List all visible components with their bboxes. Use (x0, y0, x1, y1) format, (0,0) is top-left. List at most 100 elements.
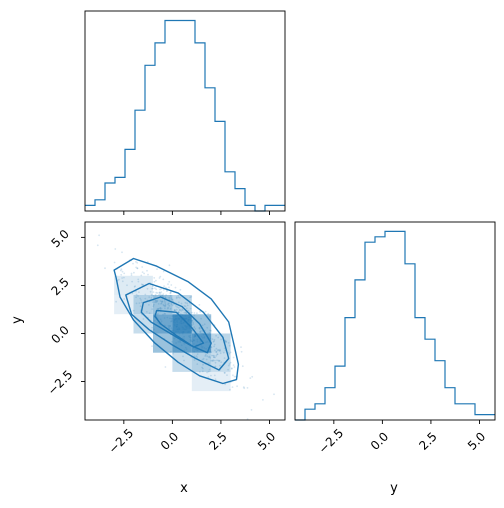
scatter-point (159, 307, 162, 310)
heatmap-cell (153, 333, 173, 353)
scatter-point (145, 311, 148, 313)
scatter-point (207, 356, 210, 358)
scatter-point (224, 341, 227, 344)
scatter-point (212, 356, 215, 358)
scatter-point (140, 274, 143, 277)
scatter-point (135, 290, 137, 293)
scatter-point (186, 304, 189, 307)
scatter-point (224, 372, 226, 374)
panel-2d-y-ticks: −2.5 0.0 2.5 5.0 (45, 227, 85, 398)
scatter-point (202, 363, 204, 366)
scatter-point (175, 296, 178, 298)
hist-y-tick-label: 5.0 (465, 429, 488, 452)
scatter-point (121, 270, 124, 273)
heatmap-cell (211, 352, 231, 372)
panel-2d-x-tick-label: −2.5 (106, 426, 137, 457)
scatter-point (190, 295, 193, 298)
scatter-point (136, 261, 139, 264)
scatter-point (185, 307, 188, 310)
scatter-point (159, 288, 161, 291)
scatter-point (250, 409, 253, 411)
scatter-point (213, 343, 216, 346)
scatter-point (210, 359, 213, 362)
scatter-point (224, 383, 227, 386)
scatter-point (169, 291, 172, 294)
scatter-point (158, 291, 161, 294)
x-axis-label: x (180, 481, 188, 496)
scatter-point (246, 387, 249, 389)
scatter-point (229, 361, 232, 364)
scatter-point (170, 297, 173, 299)
scatter-point (215, 350, 218, 353)
scatter-point (180, 309, 183, 312)
hist-y-tick-label: 0.0 (368, 429, 391, 452)
scatter-point (214, 365, 217, 368)
scatter-point (162, 278, 165, 281)
scatter-point (151, 308, 154, 310)
heatmap-cell (133, 275, 153, 295)
scatter-point (169, 307, 172, 310)
scatter-point (184, 301, 187, 304)
scatter-point (192, 321, 195, 324)
scatter-point (155, 279, 157, 282)
scatter-point (198, 371, 201, 373)
scatter-point (165, 294, 168, 296)
scatter-point (172, 352, 175, 355)
scatter-point (194, 328, 197, 330)
scatter-point (162, 303, 165, 306)
scatter-point (141, 271, 144, 273)
scatter-point (223, 357, 226, 359)
scatter-point (193, 312, 196, 314)
scatter-point (148, 312, 151, 315)
scatter-point (177, 311, 180, 314)
scatter-point (218, 359, 221, 362)
scatter-point (169, 294, 172, 297)
scatter-point (213, 345, 216, 348)
scatter-point (123, 272, 126, 275)
contour-line (125, 282, 230, 371)
scatter-point (183, 311, 186, 314)
scatter-point (179, 288, 182, 291)
scatter-point (159, 307, 162, 309)
scatter-point (217, 336, 220, 339)
scatter-point (156, 292, 159, 294)
hist-y-axis-label: y (390, 481, 398, 496)
scatter-point (135, 266, 138, 269)
scatter-point (178, 309, 181, 312)
scatter-point (240, 350, 243, 353)
hist-x-ticks (123, 211, 270, 215)
scatter-point (213, 338, 216, 341)
contour-line (113, 257, 240, 385)
scatter-point (160, 307, 163, 310)
scatter-point (171, 298, 174, 301)
scatter-point (179, 296, 181, 299)
scatter-point (123, 276, 125, 279)
scatter-point (219, 352, 222, 355)
scatter-point (171, 304, 174, 307)
scatter-point (177, 306, 180, 309)
scatter-point (261, 422, 263, 424)
scatter-point (156, 299, 159, 302)
scatter-point (214, 359, 216, 362)
scatter-point (174, 286, 177, 289)
scatter-point (157, 307, 160, 310)
scatter-point (192, 323, 195, 325)
scatter-point (198, 327, 201, 329)
scatter-point (162, 288, 165, 291)
scatter-point (167, 302, 170, 305)
scatter-point (161, 300, 164, 302)
scatter-point (195, 355, 198, 357)
scatter-point (168, 298, 171, 301)
scatter-point (167, 306, 170, 309)
scatter-point (130, 274, 133, 276)
scatter-point (177, 296, 180, 299)
scatter-point (181, 309, 184, 311)
scatter-point (220, 338, 222, 341)
scatter-point (198, 328, 201, 330)
scatter-point (230, 367, 233, 370)
panel-2d-y-tick-label: 2.5 (48, 275, 71, 298)
heatmap-cell (191, 314, 212, 334)
scatter-point (204, 310, 207, 313)
scatter-point (126, 284, 128, 287)
scatter-point (240, 346, 242, 348)
